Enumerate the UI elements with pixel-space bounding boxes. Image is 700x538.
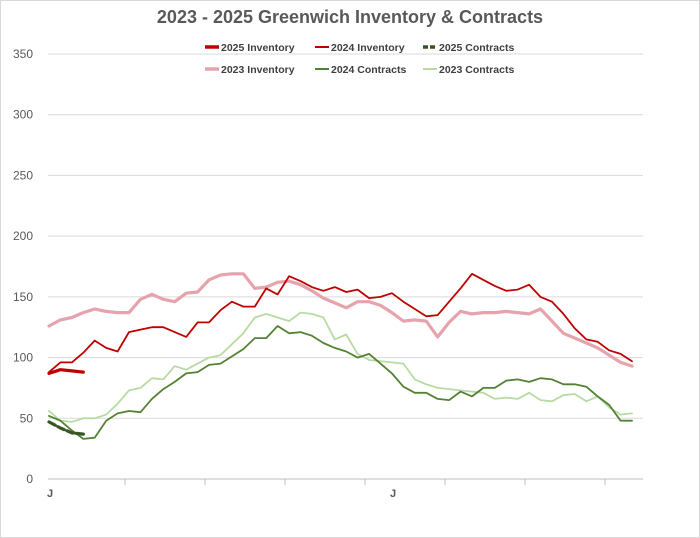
grid-lines <box>48 53 643 419</box>
legend-label: 2025 Inventory <box>221 42 295 54</box>
legend-label: 2023 Contracts <box>439 64 514 76</box>
y-tick-label: 50 <box>20 411 34 425</box>
y-tick-label: 150 <box>13 290 33 304</box>
y-tick-label: 200 <box>13 229 33 243</box>
chart-title: 2023 - 2025 Greenwich Inventory & Contra… <box>156 7 544 27</box>
legend-label: 2025 Contracts <box>439 42 514 54</box>
y-tick-label: 350 <box>13 47 33 61</box>
y-tick-label: 250 <box>13 168 33 182</box>
series-line-2023-inventory <box>47 272 634 368</box>
legend-label: 2024 Inventory <box>331 42 405 54</box>
x-tick-label: J <box>390 488 396 500</box>
series-line-2025-inventory <box>47 368 85 375</box>
x-tick-label: J <box>47 488 53 500</box>
series-line-2024-inventory <box>48 272 633 374</box>
legend-label: 2024 Contracts <box>331 64 406 76</box>
series-line-2025-contracts <box>47 420 85 436</box>
y-tick-label: 100 <box>13 351 33 365</box>
y-axis-ticks: 0 50 100 150 200 250 300 350 <box>13 47 33 486</box>
legend: 2025 Inventory 2024 Inventory 2025 Contrac… <box>205 42 514 76</box>
legend-label: 2023 Inventory <box>221 64 295 76</box>
series-line-2023-contracts <box>48 311 633 423</box>
y-tick-label: 0 <box>26 472 33 486</box>
y-tick-label: 300 <box>13 108 33 122</box>
series-line-2024-contracts <box>48 325 633 440</box>
series-lines <box>47 272 634 440</box>
